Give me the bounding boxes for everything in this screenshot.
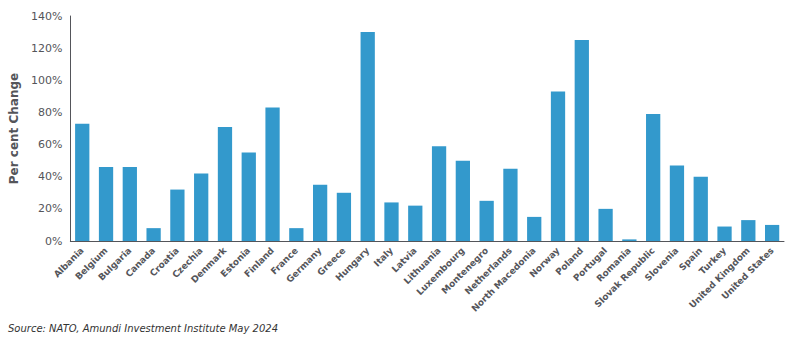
svg-text:Romania: Romania: [594, 245, 633, 284]
svg-text:20%: 20%: [38, 202, 62, 215]
svg-text:Canada: Canada: [123, 245, 158, 280]
svg-text:Denmark: Denmark: [189, 245, 229, 285]
svg-text:North Macedonia: North Macedonia: [470, 245, 538, 313]
svg-text:Turkey: Turkey: [697, 245, 729, 277]
svg-text:Spain: Spain: [677, 245, 705, 273]
svg-text:Slovak Republic: Slovak Republic: [592, 245, 657, 310]
svg-text:40%: 40%: [38, 170, 62, 183]
svg-text:0%: 0%: [45, 235, 62, 248]
svg-text:Greece: Greece: [315, 245, 348, 278]
svg-text:Albania: Albania: [51, 245, 86, 280]
svg-text:France: France: [268, 245, 300, 277]
svg-text:Czechia: Czechia: [170, 245, 205, 280]
svg-text:Poland: Poland: [553, 245, 586, 278]
svg-text:Portugal: Portugal: [571, 245, 610, 284]
svg-text:Bulgaria: Bulgaria: [96, 245, 134, 283]
svg-text:Finland: Finland: [242, 245, 276, 279]
svg-text:Norway: Norway: [528, 245, 562, 279]
svg-text:United Kingdom: United Kingdom: [687, 245, 752, 311]
svg-text:120%: 120%: [31, 42, 62, 55]
svg-text:Netherlands: Netherlands: [462, 245, 514, 297]
svg-text:Source: NATO, Amundi Investmen: Source: NATO, Amundi Investment Institut…: [8, 323, 278, 334]
svg-text:80%: 80%: [38, 106, 62, 119]
svg-text:Croatia: Croatia: [147, 245, 181, 279]
svg-text:Latvia: Latvia: [389, 245, 419, 275]
svg-text:Slovenia: Slovenia: [643, 245, 681, 283]
svg-text:100%: 100%: [31, 74, 62, 87]
svg-text:Luxembourg: Luxembourg: [414, 245, 467, 298]
svg-text:United States: United States: [720, 245, 776, 301]
svg-text:Per cent Change: Per cent Change: [7, 73, 21, 184]
svg-text:Estonia: Estonia: [218, 245, 253, 280]
svg-text:Germany: Germany: [284, 245, 323, 284]
svg-text:60%: 60%: [38, 138, 62, 151]
svg-text:Italy: Italy: [371, 245, 395, 269]
svg-text:140%: 140%: [31, 10, 62, 23]
svg-text:Hungary: Hungary: [334, 245, 372, 283]
svg-text:Montenegro: Montenegro: [439, 245, 491, 296]
svg-text:Lithuania: Lithuania: [401, 245, 443, 287]
svg-text:Belgium: Belgium: [73, 245, 110, 282]
